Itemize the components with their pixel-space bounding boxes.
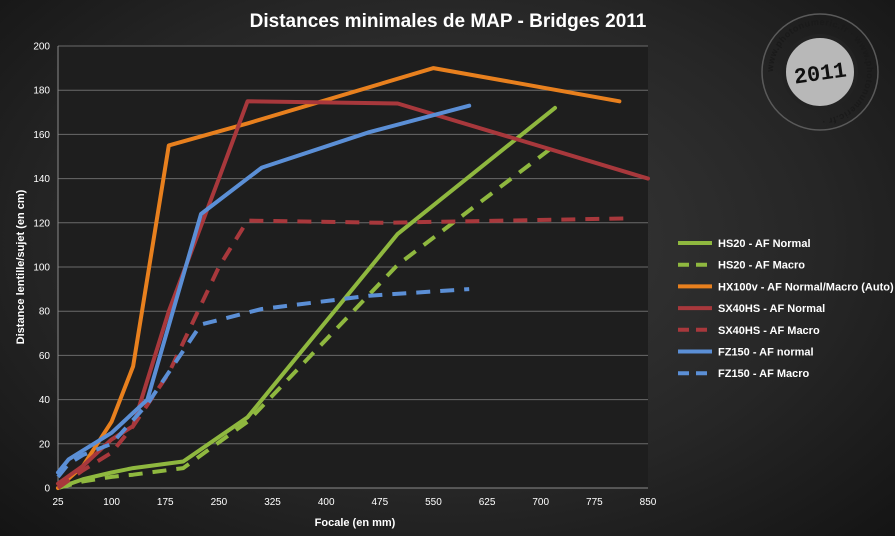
y-axis-title: Distance lentille/sujet (en cm) [15,189,27,344]
x-axis-title: Focale (en mm) [315,517,396,529]
watermark-stamp: www.photonumeric.fr · www.photonumeric.f… [761,13,879,131]
y-tick-label: 20 [39,439,51,450]
chart-title: Distances minimales de MAP - Bridges 201… [250,11,647,32]
series-line-0 [56,105,557,490]
series-line-5 [56,103,472,475]
x-tick-label: 100 [103,497,120,508]
legend-label-2: HX100v - AF Normal/Macro (Auto) [718,281,894,293]
y-tick-label: 180 [33,86,50,97]
series-line-6 [56,287,470,479]
x-tick-label: 25 [52,497,64,508]
legend-label-0: HS20 - AF Normal [718,238,811,250]
x-tick-label: 250 [211,497,228,508]
y-tick-label: 200 [33,42,50,53]
x-tick-label: 550 [425,497,442,508]
y-tick-label: 0 [44,484,50,495]
y-tick-label: 140 [33,174,50,185]
legend-label-6: FZ150 - AF Macro [718,368,810,380]
legend-label-1: HS20 - AF Macro [718,260,805,272]
x-tick-label: 325 [264,497,281,508]
y-tick-label: 120 [33,218,50,229]
y-tick-label: 40 [39,395,51,406]
x-tick-label: 850 [640,497,657,508]
series-line-1 [57,143,557,490]
stamp-outer-ring [761,13,879,131]
axis-ticks: 0 20 40 60 80 100 120 140 160 180 200 25 100 175 250 32… [33,42,656,509]
legend-label-5: FZ150 - AF normal [718,347,814,359]
y-tick-label: 80 [39,307,51,318]
stamp-inner-disc [782,34,858,110]
y-tick-label: 100 [33,263,50,274]
series-line-3 [56,99,650,486]
series-lines [56,66,650,490]
series-line-2 [56,66,622,490]
y-tick-label: 60 [39,351,51,362]
x-tick-label: 700 [532,497,549,508]
x-tick-label: 400 [318,497,335,508]
x-tick-label: 775 [586,497,603,508]
legend-label-4: SX40HS - AF Macro [718,325,820,337]
x-tick-label: 625 [479,497,496,508]
x-tick-label: 175 [157,497,174,508]
legend: HS20 - AF Normal HS20 - AF Macro HX100v - … [678,238,894,380]
x-tick-label: 475 [371,497,388,508]
legend-label-3: SX40HS - AF Normal [718,303,825,315]
y-tick-label: 160 [33,130,50,141]
